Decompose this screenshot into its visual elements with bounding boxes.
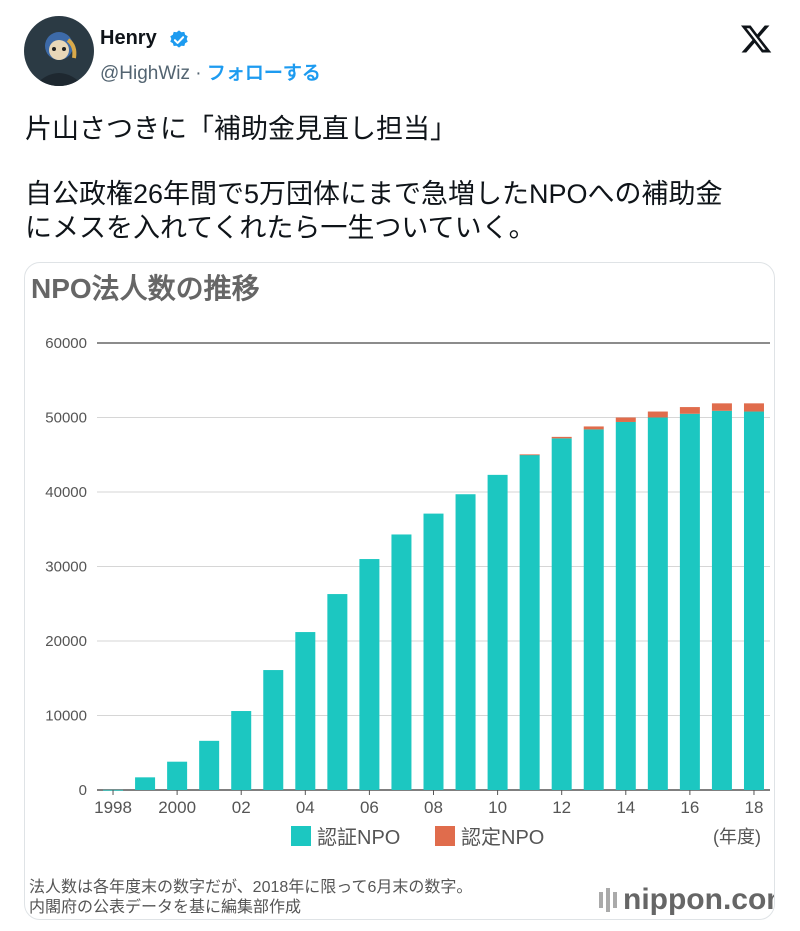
author-handle[interactable]: @HighWiz: [100, 63, 191, 84]
handle-row: @HighWiz · フォローする: [100, 58, 321, 85]
bar-certified-2011: [519, 454, 540, 790]
bar-certified-2008: [423, 513, 444, 790]
y-tick-label-40000: 40000: [45, 484, 87, 501]
nippon-logo-icon: [599, 888, 617, 912]
bar-certified-1999: [135, 777, 156, 790]
x-tick-label-14: 14: [616, 798, 635, 813]
bar-certified-2000: [167, 761, 188, 790]
bar-recognized-2012: [551, 436, 572, 439]
y-tick-label-60000: 60000: [45, 335, 87, 352]
chart-note-1: 法人数は各年度末の数字だが、2018年に限って6月末の数字。: [29, 879, 473, 896]
chart-image-card[interactable]: NPO法人数の推移 0 10000 20000 30000 40000 50000 6000…: [24, 262, 775, 920]
tweet-text-line-3: にメスを入れてくれたら一生ついていく。: [25, 213, 536, 243]
bar-certified-2014: [615, 421, 636, 790]
y-tick-label-10000: 10000: [45, 708, 87, 725]
bar-recognized-2013: [583, 426, 604, 430]
bar-certified-2015: [647, 417, 668, 790]
bar-certified-2017: [711, 410, 732, 790]
bar-recognized-2015: [647, 411, 668, 418]
bar-certified-2010: [487, 474, 508, 790]
chart-title: NPO法人数の推移: [31, 273, 260, 304]
tweet-text-line-2: 自公政権26年間で5万団体にまで急増したNPOへの補助金: [25, 179, 723, 209]
verified-badge-icon: [170, 30, 188, 48]
bar-certified-2009: [455, 494, 476, 790]
legend-item-recognized: 認定NPO: [435, 821, 544, 850]
npo-bar-chart: 0 10000 20000 30000 40000 50000 60000 1998 2000 0…: [45, 335, 770, 813]
x-tick-label-2000: 2000: [158, 798, 196, 813]
x-tick-label-12: 12: [552, 798, 571, 813]
x-logo-icon[interactable]: [739, 22, 773, 56]
bar-certified-2016: [679, 413, 700, 790]
x-tick-label-04: 04: [296, 798, 315, 813]
legend-item-certified: 認証NPO: [291, 821, 400, 850]
y-tick-label-0: 0: [79, 782, 87, 799]
bar-recognized-2016: [679, 407, 700, 414]
x-tick-label-02: 02: [232, 798, 251, 813]
bar-certified-2002: [231, 711, 252, 790]
y-tick-label-50000: 50000: [45, 410, 87, 427]
bar-certified-2006: [359, 559, 380, 790]
bar-certified-2013: [583, 429, 604, 790]
separator: ·: [190, 63, 207, 84]
legend-swatch-recognized: [435, 825, 455, 846]
bar-certified-2005: [327, 594, 348, 790]
bar-certified-2007: [391, 534, 412, 790]
bar-recognized-2018: [743, 403, 764, 412]
y-tick-label-20000: 20000: [45, 633, 87, 650]
x-tick-label-06: 06: [360, 798, 379, 813]
bar-certified-2004: [295, 632, 316, 790]
bar-recognized-2011: [519, 454, 540, 456]
x-tick-label-1998: 1998: [94, 798, 132, 813]
bar-certified-2018: [743, 411, 764, 790]
y-tick-label-30000: 30000: [45, 559, 87, 576]
x-unit-label: (年度): [713, 827, 761, 847]
bar-recognized-2017: [711, 403, 732, 411]
x-tick-label-10: 10: [488, 798, 507, 813]
avatar[interactable]: [24, 16, 94, 86]
bar-recognized-2014: [615, 417, 636, 422]
x-tick-label-16: 16: [680, 798, 699, 813]
follow-button[interactable]: フォローする: [206, 63, 321, 84]
bar-certified-2012: [551, 438, 572, 790]
legend-label-certified: 認証NPO: [317, 827, 401, 849]
brand-name: nippon.com: [623, 883, 774, 916]
bar-certified-2003: [263, 670, 284, 790]
legend-label-recognized: 認定NPO: [461, 827, 545, 849]
tweet-text-line-1: 片山さつきに「補助金見直し担当」: [25, 114, 457, 144]
brand-logo: nippon.com: [599, 883, 774, 917]
x-tick-label-08: 08: [424, 798, 443, 813]
chart-note-2: 内閣府の公表データを基に編集部作成: [29, 899, 302, 916]
bar-certified-2001: [199, 740, 220, 790]
legend-swatch-certified: [291, 825, 311, 846]
x-tick-label-18: 18: [745, 798, 764, 813]
author-name[interactable]: Henry: [100, 27, 157, 49]
